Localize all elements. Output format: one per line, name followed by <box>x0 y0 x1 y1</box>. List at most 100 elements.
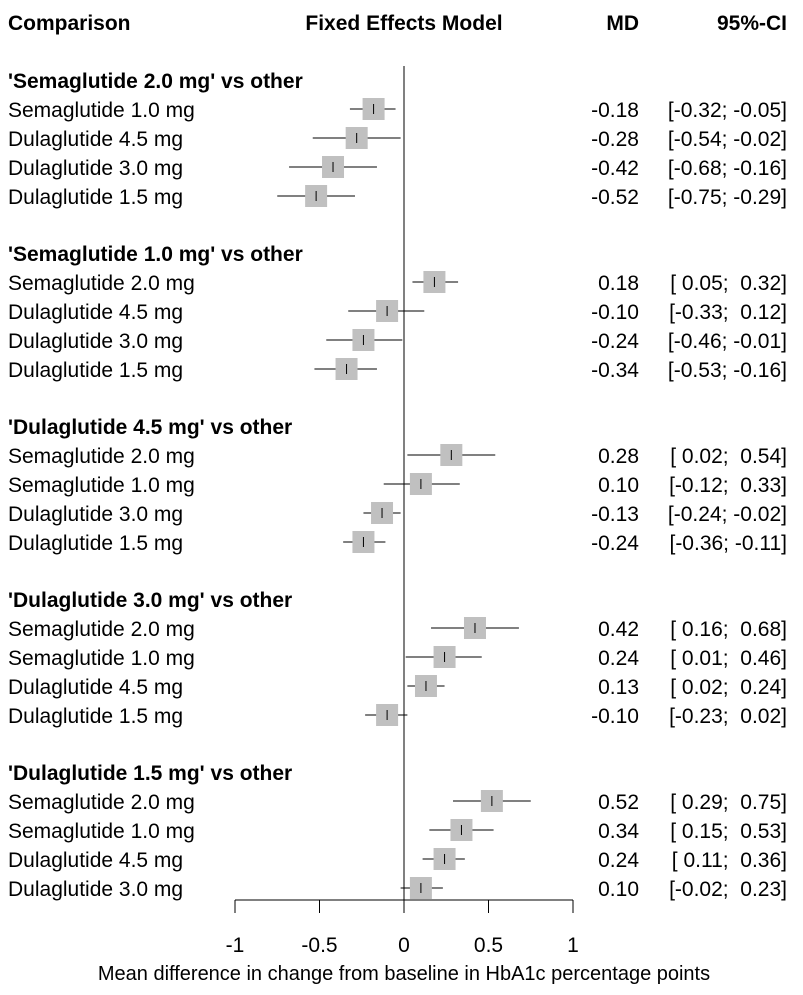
md-value: -0.42 <box>591 157 639 180</box>
forest-row: Dulaglutide 4.5 mg 0.13 [ 0.02; 0.24] <box>8 675 787 699</box>
md-value: 0.18 <box>598 272 639 295</box>
group-title: 'Dulaglutide 1.5 mg' vs other <box>8 762 292 785</box>
md-value: 0.10 <box>598 878 639 901</box>
md-value: 0.13 <box>598 676 639 699</box>
forest-row: Dulaglutide 4.5 mg 0.24 [ 0.11; 0.36] <box>8 848 787 872</box>
forest-row: Semaglutide 2.0 mg 0.28 [ 0.02; 0.54] <box>8 444 787 468</box>
row-label: Semaglutide 2.0 mg <box>8 791 195 814</box>
forest-row: Semaglutide 1.0 mg -0.18 [-0.32; -0.05] <box>8 98 787 122</box>
ci-value: [-0.68; -0.16] <box>668 157 787 180</box>
forest-row: Dulaglutide 3.0 mg -0.42 [-0.68; -0.16] <box>8 156 787 180</box>
forest-row: Semaglutide 2.0 mg 0.18 [ 0.05; 0.32] <box>8 271 787 295</box>
row-label: Dulaglutide 1.5 mg <box>8 705 183 728</box>
forest-row: Semaglutide 1.0 mg 0.34 [ 0.15; 0.53] <box>8 819 787 843</box>
ci-value: [ 0.29; 0.75] <box>670 791 787 814</box>
ci-value: [-0.02; 0.23] <box>669 878 787 901</box>
row-label: Dulaglutide 3.0 mg <box>8 330 183 353</box>
ci-value: [ 0.05; 0.32] <box>670 272 787 295</box>
ci-value: [ 0.15; 0.53] <box>670 820 787 843</box>
ci-value: [-0.23; 0.02] <box>669 705 787 728</box>
md-value: -0.10 <box>591 301 639 324</box>
row-label: Semaglutide 2.0 mg <box>8 618 195 641</box>
md-value: 0.42 <box>598 618 639 641</box>
ci-value: [ 0.11; 0.36] <box>672 849 787 872</box>
comparison-group: 'Dulaglutide 4.5 mg' vs other Semaglutide… <box>8 416 787 555</box>
row-label: Semaglutide 1.0 mg <box>8 647 195 670</box>
row-label: Dulaglutide 3.0 mg <box>8 878 183 901</box>
x-tick-label: -1 <box>226 934 245 957</box>
row-label: Semaglutide 2.0 mg <box>8 445 195 468</box>
header-row: Comparison Fixed Effects Model MD 95%-CI <box>8 12 787 35</box>
comparison-group: 'Dulaglutide 1.5 mg' vs other Semaglutide… <box>8 762 787 901</box>
x-tick-label: 0.5 <box>474 934 503 957</box>
forest-row: Semaglutide 1.0 mg 0.24 [ 0.01; 0.46] <box>8 646 787 670</box>
x-tick-label: 0 <box>398 934 410 957</box>
x-axis-title: Mean difference in change from baseline … <box>98 963 710 985</box>
ci-value: [ 0.02; 0.54] <box>670 445 787 468</box>
forest-row: Dulaglutide 4.5 mg -0.28 [-0.54; -0.02] <box>8 127 787 151</box>
row-label: Dulaglutide 1.5 mg <box>8 532 183 555</box>
row-label: Semaglutide 1.0 mg <box>8 99 195 122</box>
ci-value: [-0.75; -0.29] <box>668 186 787 209</box>
x-tick-label: -0.5 <box>301 934 337 957</box>
forest-row: Semaglutide 2.0 mg 0.42 [ 0.16; 0.68] <box>8 617 787 641</box>
ci-value: [-0.24; -0.02] <box>668 503 787 526</box>
md-value: -0.18 <box>591 99 639 122</box>
forest-row: Dulaglutide 1.5 mg -0.52 [-0.75; -0.29] <box>8 185 787 209</box>
ci-value: [ 0.01; 0.46] <box>670 647 787 670</box>
x-tick-label: 1 <box>567 934 579 957</box>
md-value: 0.34 <box>598 820 639 843</box>
forest-row: Semaglutide 2.0 mg 0.52 [ 0.29; 0.75] <box>8 790 787 814</box>
forest-rows: 'Semaglutide 2.0 mg' vs other Semaglutide… <box>8 70 787 901</box>
header-ci: 95%-CI <box>717 12 787 35</box>
forest-row: Dulaglutide 1.5 mg -0.24 [-0.36; -0.11] <box>8 531 787 555</box>
md-value: -0.24 <box>591 532 639 555</box>
row-label: Dulaglutide 3.0 mg <box>8 503 183 526</box>
md-value: -0.28 <box>591 128 639 151</box>
row-label: Dulaglutide 4.5 mg <box>8 301 183 324</box>
group-title: 'Dulaglutide 4.5 mg' vs other <box>8 416 292 439</box>
group-title: 'Semaglutide 1.0 mg' vs other <box>8 243 303 266</box>
ci-value: [-0.33; 0.12] <box>669 301 787 324</box>
row-label: Dulaglutide 4.5 mg <box>8 849 183 872</box>
md-value: 0.28 <box>598 445 639 468</box>
ci-value: [-0.53; -0.16] <box>668 359 787 382</box>
md-value: -0.10 <box>591 705 639 728</box>
row-label: Dulaglutide 1.5 mg <box>8 359 183 382</box>
row-label: Semaglutide 2.0 mg <box>8 272 195 295</box>
header-comparison: Comparison <box>8 12 131 35</box>
group-title: 'Semaglutide 2.0 mg' vs other <box>8 70 303 93</box>
md-value: -0.24 <box>591 330 639 353</box>
forest-row: Semaglutide 1.0 mg 0.10 [-0.12; 0.33] <box>8 473 787 497</box>
header-model: Fixed Effects Model <box>305 12 502 35</box>
forest-row: Dulaglutide 1.5 mg -0.10 [-0.23; 0.02] <box>8 704 787 728</box>
row-label: Dulaglutide 4.5 mg <box>8 676 183 699</box>
row-label: Dulaglutide 3.0 mg <box>8 157 183 180</box>
row-label: Dulaglutide 1.5 mg <box>8 186 183 209</box>
x-axis: -1 -0.5 0 0.5 1 <box>226 899 579 957</box>
ci-value: [-0.12; 0.33] <box>669 474 787 497</box>
row-label: Semaglutide 1.0 mg <box>8 474 195 497</box>
md-value: -0.52 <box>591 186 639 209</box>
forest-row: Dulaglutide 3.0 mg -0.24 [-0.46; -0.01] <box>8 329 787 353</box>
md-value: -0.34 <box>591 359 639 382</box>
forest-row: Dulaglutide 1.5 mg -0.34 [-0.53; -0.16] <box>8 358 787 382</box>
ci-value: [ 0.16; 0.68] <box>670 618 787 641</box>
md-value: -0.13 <box>591 503 639 526</box>
forest-row: Dulaglutide 4.5 mg -0.10 [-0.33; 0.12] <box>8 300 787 324</box>
forest-row: Dulaglutide 3.0 mg -0.13 [-0.24; -0.02] <box>8 502 787 526</box>
md-value: 0.24 <box>598 647 639 670</box>
row-label: Semaglutide 1.0 mg <box>8 820 195 843</box>
forest-row: Dulaglutide 3.0 mg 0.10 [-0.02; 0.23] <box>8 877 787 901</box>
comparison-group: 'Dulaglutide 3.0 mg' vs other Semaglutide… <box>8 589 787 728</box>
ci-value: [-0.32; -0.05] <box>668 99 787 122</box>
ci-value: [-0.46; -0.01] <box>668 330 787 353</box>
md-value: 0.24 <box>598 849 639 872</box>
md-value: 0.52 <box>598 791 639 814</box>
comparison-group: 'Semaglutide 1.0 mg' vs other Semaglutide… <box>8 243 787 382</box>
ci-value: [ 0.02; 0.24] <box>670 676 787 699</box>
ci-value: [-0.36; -0.11] <box>669 532 787 555</box>
header-md: MD <box>606 12 639 35</box>
md-value: 0.10 <box>598 474 639 497</box>
